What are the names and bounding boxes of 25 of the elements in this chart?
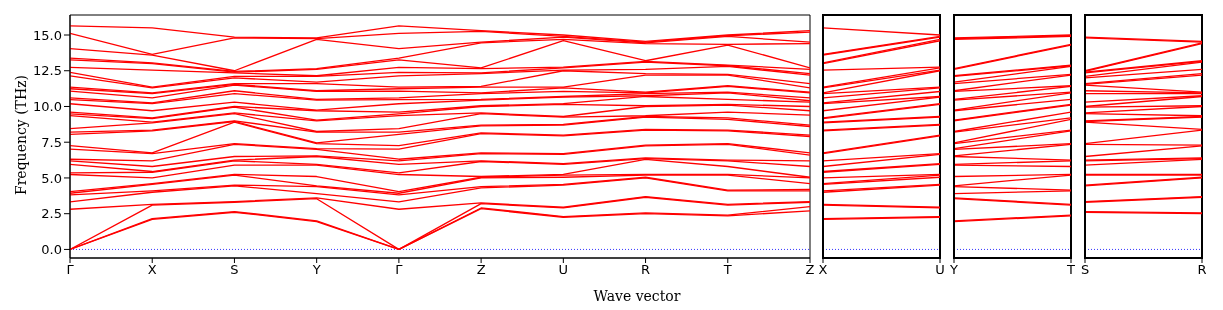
x-tick-label: Γ (395, 262, 404, 278)
x-tick-label: U (935, 262, 945, 278)
x-tick-label: Γ (66, 262, 75, 278)
x-tick-label: T (722, 262, 732, 278)
y-tick-label: 7.5 (41, 134, 62, 150)
y-tick-label: 12.5 (33, 63, 62, 79)
x-tick-label: X (147, 262, 157, 278)
x-tick-label: Y (311, 262, 321, 278)
x-tick-label: X (818, 262, 828, 278)
x-tick-label: S (1080, 262, 1090, 278)
x-tick-label: U (558, 262, 569, 278)
y-tick-label: 10.0 (33, 99, 62, 115)
x-tick-label: S (230, 262, 239, 278)
x-tick-label: T (1066, 262, 1076, 278)
x-tick-label: Z (476, 262, 486, 278)
y-tick-label: 2.5 (41, 206, 62, 222)
x-tick-label: Z (805, 262, 815, 278)
y-tick-label: 5.0 (41, 170, 62, 186)
x-axis-title: Wave vector (593, 288, 681, 304)
y-axis-title: Frequency (THz) (13, 74, 29, 196)
y-tick-label: 0.0 (41, 242, 62, 258)
x-tick-label: R (1197, 262, 1207, 278)
x-tick-label: Y (949, 262, 959, 278)
x-tick-label: R (641, 262, 651, 278)
y-tick-label: 15.0 (33, 27, 62, 43)
